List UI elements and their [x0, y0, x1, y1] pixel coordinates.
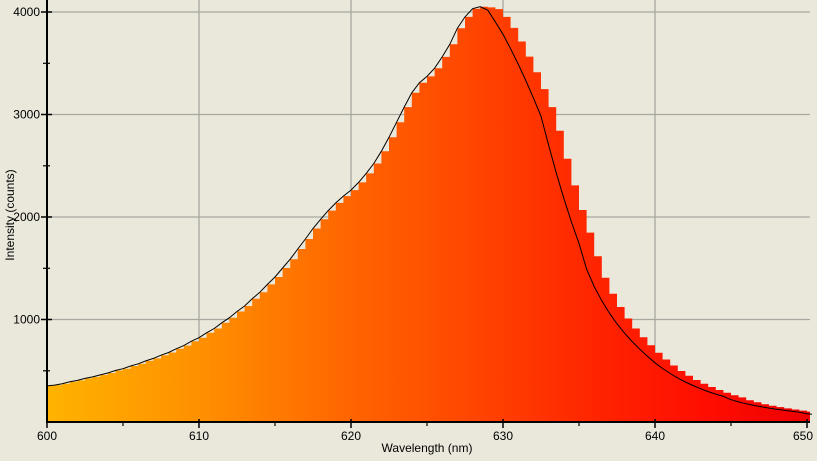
- x-tick-label: 600: [37, 429, 57, 443]
- y-tick-label: 2000: [13, 210, 40, 224]
- tick-labels: 600 610 620 630 640 650 1000 2000 3000 4000: [13, 5, 813, 443]
- x-tick-label: 630: [493, 429, 513, 443]
- y-tick-label: 1000: [13, 313, 40, 327]
- y-tick-label: 4000: [13, 5, 40, 19]
- spectrum-filled-area: [47, 6, 810, 422]
- tick-marks: [41, 11, 808, 428]
- x-tick-label: 610: [189, 429, 209, 443]
- y-tick-label: 3000: [13, 108, 40, 122]
- y-axis-title: Intensity (counts): [3, 169, 17, 260]
- spectrum-overlay-line: [46, 6, 813, 415]
- x-tick-label: 640: [645, 429, 665, 443]
- x-tick-label: 620: [341, 429, 361, 443]
- x-axis-title: Wavelength (nm): [382, 441, 473, 455]
- axes: [46, 0, 810, 423]
- x-tick-label: 650: [793, 429, 813, 443]
